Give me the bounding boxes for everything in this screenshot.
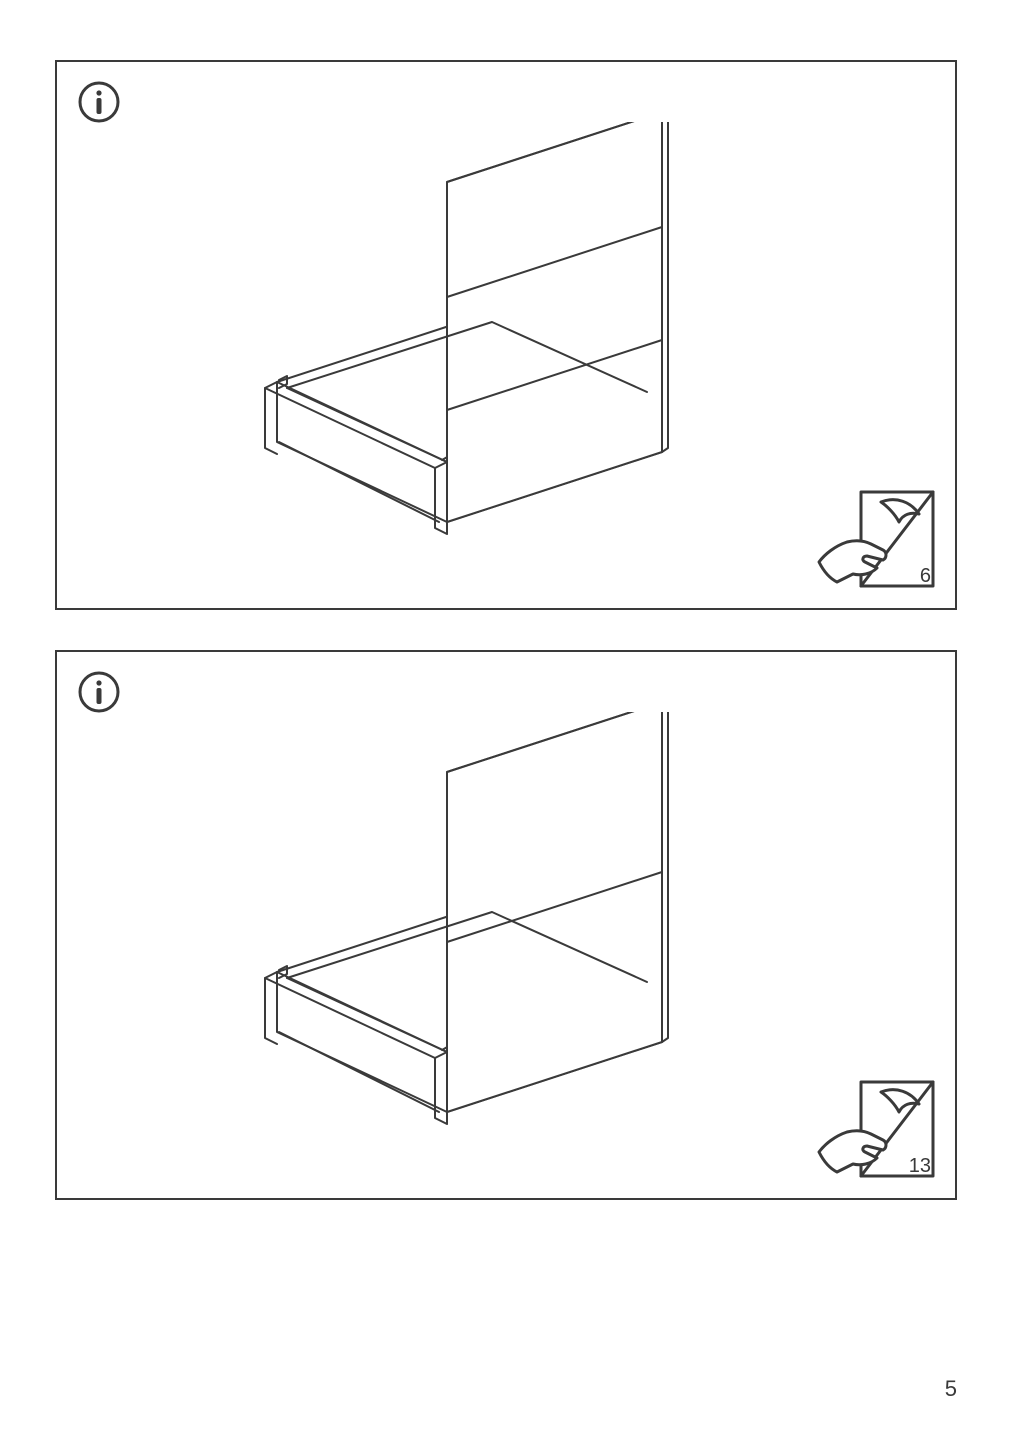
instruction-page: 6 [0,0,1012,1432]
instruction-panel-2: 13 [55,650,957,1200]
leaflet-reference-icon: 6 [811,484,941,594]
drawer-diagram-3panel [217,122,737,552]
info-icon [77,80,121,124]
instruction-panel-1: 6 [55,60,957,610]
drawer-diagram-2panel [217,712,737,1142]
page-number: 5 [945,1376,957,1402]
leaflet-reference-icon: 13 [811,1074,941,1184]
leaflet-page-number: 13 [909,1155,931,1178]
info-icon [77,670,121,714]
leaflet-page-number: 6 [920,565,931,588]
